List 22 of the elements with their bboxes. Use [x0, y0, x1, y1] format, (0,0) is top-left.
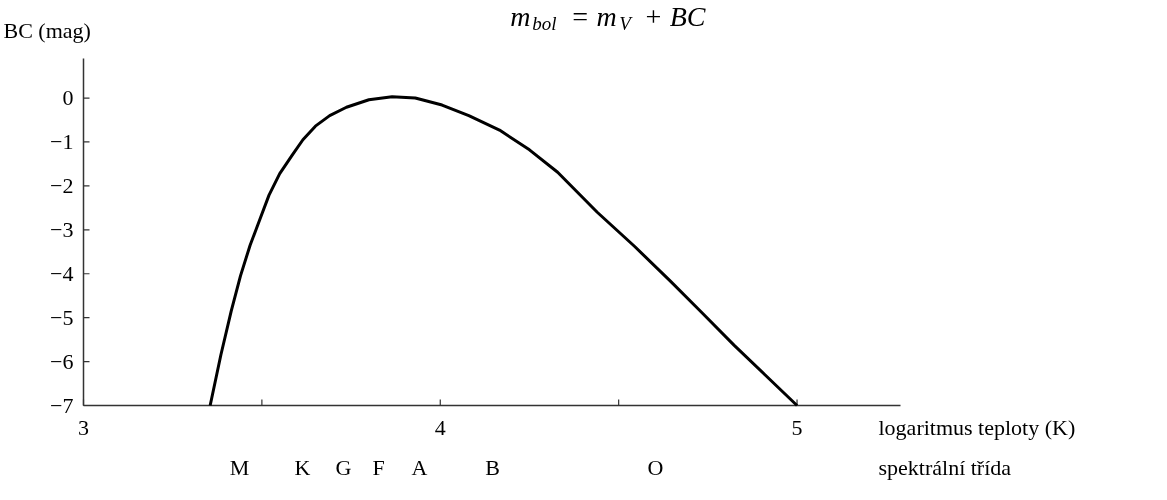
text: O: [647, 455, 664, 480]
y-tick-label: −3: [50, 216, 74, 242]
text: G: [335, 455, 352, 480]
y-axis-title: BC (mag): [3, 18, 91, 43]
x-tick-label: 3: [78, 414, 89, 440]
y-tick-label: −7: [50, 392, 74, 418]
y-tick-label: −1: [50, 128, 74, 154]
y-tick-label: 0: [62, 85, 74, 111]
x-axis-title: logaritmus teploty (K): [878, 415, 1076, 440]
text: K: [294, 455, 311, 480]
text: M: [229, 455, 250, 480]
y-tick-label: −5: [50, 304, 74, 330]
x-tick-label: 5: [791, 414, 803, 440]
y-tick-label: −2: [50, 172, 74, 198]
text: F: [372, 455, 385, 480]
x-tick-label: 4: [434, 414, 446, 440]
line-series: [208, 95, 799, 407]
text: B: [485, 455, 500, 480]
y-tick-label: −6: [50, 348, 74, 374]
y-tick-label: −4: [50, 260, 74, 286]
text: spektrální třída: [878, 455, 1012, 480]
text: A: [411, 455, 428, 480]
